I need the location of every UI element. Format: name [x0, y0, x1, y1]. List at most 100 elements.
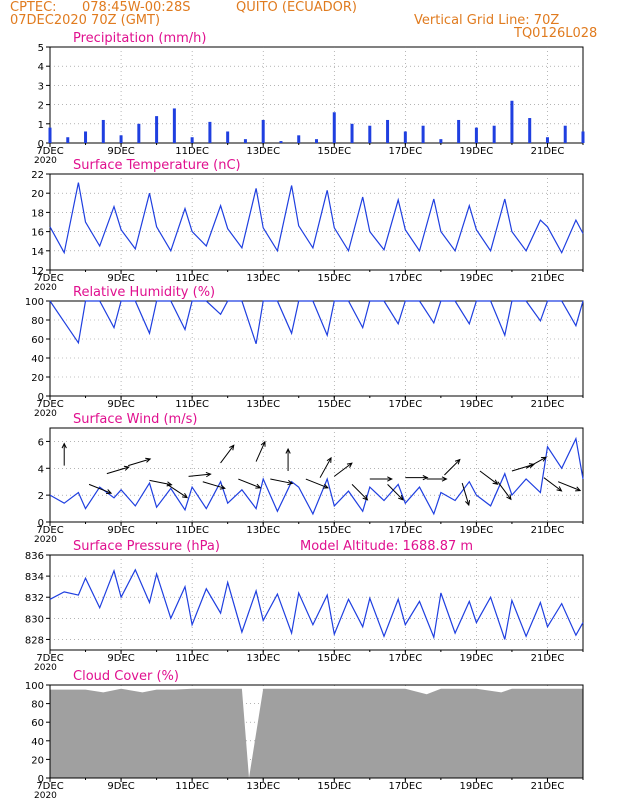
precip-bar — [315, 139, 318, 143]
x-tick-label: 21DEC — [531, 525, 565, 536]
y-tick-label: 836 — [25, 551, 44, 562]
x-year-label: 2020 — [34, 791, 57, 800]
x-tick-label: 19DEC — [460, 399, 494, 410]
precip-bar — [421, 125, 425, 143]
y-tick-label: 100 — [25, 681, 44, 692]
wind-arrow-head — [285, 447, 291, 454]
header-coords: 078:45W-00:28S — [82, 0, 191, 15]
y-tick-label: 832 — [25, 593, 44, 604]
x-tick-label: 9DEC — [107, 399, 134, 410]
panel-3: 0 20 40 60 80 100 7DEC 9DEC 11DEC 13DEC 15DEC 17DEC… — [25, 285, 584, 419]
wind-arrow — [319, 457, 332, 478]
wind-arrow-head — [465, 500, 471, 507]
panel-2: 12 14 16 18 20 22 7DEC 9DEC 11DEC 13DEC 15DEC 17DEC… — [31, 158, 584, 293]
wind-arrow-head — [182, 493, 189, 499]
x-year-label: 2020 — [34, 535, 57, 545]
wind-arrow-head — [145, 457, 152, 463]
wind-arrow — [333, 462, 353, 477]
y-tick-label: 80 — [31, 700, 44, 711]
x-tick-label: 21DEC — [531, 146, 565, 157]
y-tick-label: 60 — [31, 335, 44, 346]
wind-arrow — [255, 441, 266, 462]
x-tick-label: 15DEC — [317, 399, 351, 410]
header-code: TQ0126L028 — [514, 26, 598, 41]
series-line — [49, 300, 584, 345]
wind-arrow-head — [556, 486, 563, 492]
y-tick-label: 20 — [31, 189, 44, 200]
wind-arrow-head — [540, 456, 547, 462]
wind-arrow — [387, 484, 404, 501]
x-tick-label: 11DEC — [175, 146, 209, 157]
x-year-label: 2020 — [34, 409, 57, 419]
panel-title: Precipitation (mm/h) — [73, 31, 206, 46]
x-tick-label: 13DEC — [246, 399, 280, 410]
y-tick-label: 830 — [25, 614, 44, 625]
wind-arrow-head — [287, 480, 294, 486]
precip-bar — [368, 125, 372, 143]
wind-arrow-head — [205, 471, 212, 478]
wind-arrow — [166, 483, 188, 499]
wind-arrow-head — [106, 489, 113, 495]
x-tick-label: 21DEC — [531, 399, 565, 410]
y-tick-label: 834 — [25, 572, 44, 583]
precip-bar — [350, 123, 354, 143]
panel-title: Relative Humidity (%) — [73, 285, 215, 300]
x-tick-label: 21DEC — [531, 653, 565, 664]
x-tick-label: 15DEC — [317, 781, 351, 792]
y-tick-label: 5 — [38, 43, 44, 54]
y-tick-label: 0 — [38, 774, 44, 785]
x-tick-label: 11DEC — [175, 399, 209, 410]
y-tick-label: 4 — [38, 464, 44, 475]
x-tick-label: 19DEC — [460, 273, 494, 284]
precip-bar — [155, 116, 159, 143]
wind-arrow — [557, 481, 581, 491]
wind-arrow-head — [229, 444, 235, 451]
header-source: CPTEC: — [10, 0, 57, 15]
precip-bar — [403, 131, 407, 143]
wind-arrow — [525, 456, 547, 469]
series-line — [49, 568, 584, 640]
precip-bar — [297, 135, 301, 143]
x-tick-label: 7DEC — [36, 653, 63, 664]
panel-frame — [49, 554, 584, 651]
wind-arrow — [305, 478, 329, 489]
wind-arrow-head — [260, 440, 266, 447]
wind-arrow — [497, 481, 512, 500]
x-tick-label: 15DEC — [317, 653, 351, 664]
y-tick-label: 20 — [31, 373, 44, 384]
panel-title: Surface Wind (m/s) — [73, 412, 197, 427]
wind-arrow-head — [506, 494, 512, 501]
x-tick-label: 9DEC — [107, 146, 134, 157]
wind-arrow — [88, 483, 112, 494]
wind-arrow-head — [575, 486, 582, 492]
x-tick-label: 13DEC — [246, 146, 280, 157]
x-tick-label: 13DEC — [246, 781, 280, 792]
precip-bar — [66, 137, 70, 143]
x-tick-label: 7DEC — [36, 146, 63, 157]
precip-bar — [563, 125, 567, 143]
panel-frame — [49, 684, 584, 779]
panel-frame — [49, 427, 584, 523]
y-tick-label: 2 — [38, 491, 44, 502]
wind-arrow — [149, 479, 172, 486]
series-line — [49, 182, 584, 255]
wind-arrow-head — [219, 484, 226, 490]
x-year-label: 2020 — [34, 663, 57, 673]
panel-4: 0 2 4 6 7DEC 9DEC 11DEC 13DEC 15DEC 17DEC 19DEC 21D… — [34, 412, 584, 545]
precip-bar — [581, 131, 585, 143]
x-tick-label: 17DEC — [388, 399, 422, 410]
cloud-area — [50, 688, 583, 778]
panel-title: Surface Pressure (hPa) — [73, 539, 220, 554]
precip-bar — [492, 125, 496, 143]
wind-arrow — [106, 466, 129, 475]
precip-bar — [48, 127, 52, 143]
panel-5: 828 830 832 834 836 7DEC 9DEC 11DEC 13DEC 15DEC 17… — [25, 539, 584, 673]
wind-arrow — [479, 470, 498, 485]
wind-arrow-head — [123, 465, 130, 471]
x-tick-label: 17DEC — [388, 781, 422, 792]
panel-title: Cloud Cover (%) — [73, 669, 179, 684]
y-tick-label: 2 — [38, 101, 44, 112]
y-tick-label: 80 — [31, 316, 44, 327]
precip-bar — [101, 119, 105, 143]
wind-arrow-head — [422, 475, 429, 481]
